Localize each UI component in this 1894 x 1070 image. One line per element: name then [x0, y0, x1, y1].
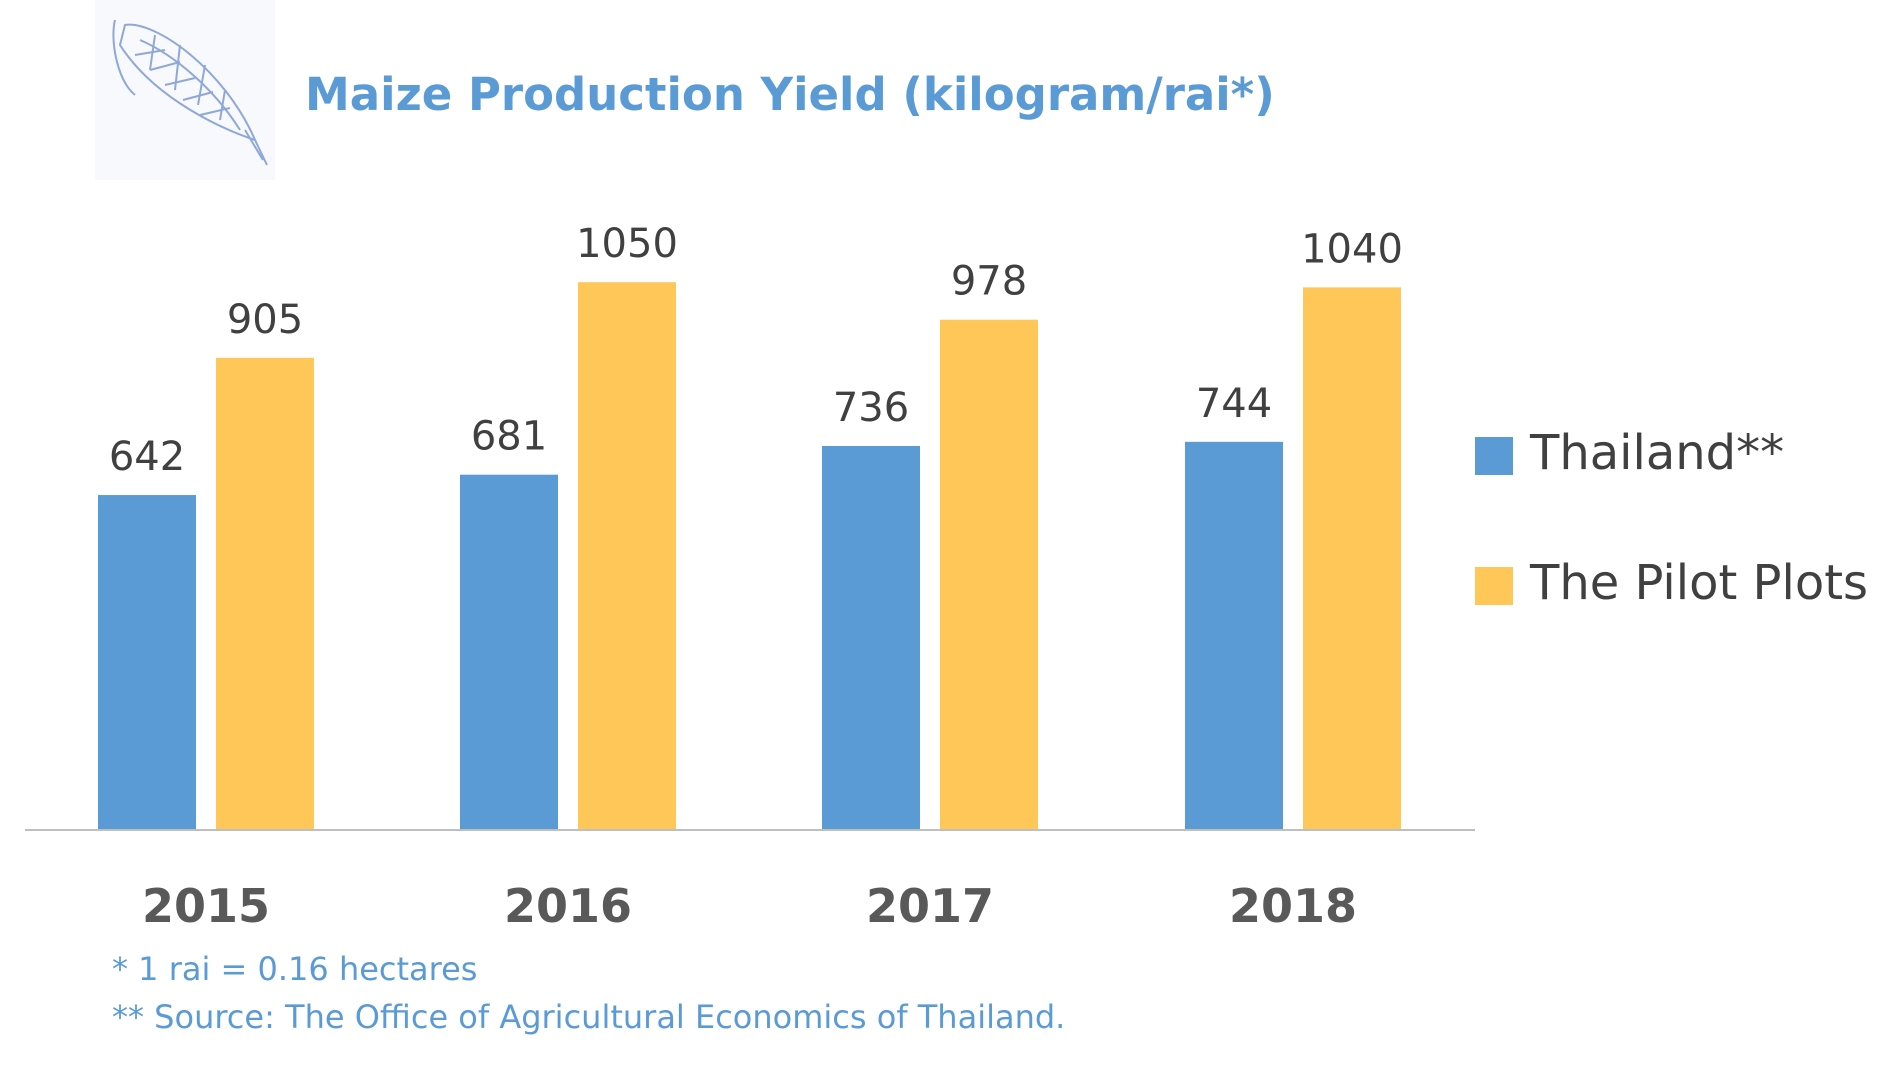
bars-layer: [98, 282, 1401, 830]
bar-thailand-2017: [822, 446, 920, 830]
bar-thailand-2015: [98, 495, 196, 830]
data-label-thailand-2016: 681: [471, 414, 547, 460]
footnote-rai: * 1 rai = 0.16 hectares: [112, 950, 478, 988]
data-label-thailand-2018: 744: [1196, 381, 1272, 427]
data-label-pilot-plots-2017: 978: [951, 259, 1027, 305]
chart-title: Maize Production Yield (kilogram/rai*): [305, 68, 1275, 121]
bar-pilot-plots-2016: [578, 282, 676, 830]
data-label-thailand-2015: 642: [109, 434, 185, 480]
legend-swatch-thailand: [1475, 437, 1513, 475]
legend-label-thailand: Thailand**: [1529, 425, 1784, 481]
category-label-2018: 2018: [1229, 879, 1357, 933]
data-label-pilot-plots-2016: 1050: [576, 221, 678, 267]
labels-layer: 642 905 2015 681 1050 2016 736 978 2017 744 1040 20…: [109, 221, 1403, 933]
bar-pilot-plots-2018: [1303, 287, 1401, 830]
bar-thailand-2018: [1185, 441, 1283, 830]
data-label-thailand-2017: 736: [833, 385, 909, 431]
category-label-2016: 2016: [504, 879, 632, 933]
legend-swatch-pilot-plots: [1475, 567, 1513, 605]
data-label-pilot-plots-2015: 905: [227, 297, 303, 343]
bar-pilot-plots-2017: [940, 319, 1038, 830]
legend-label-pilot-plots: The Pilot Plots: [1529, 555, 1868, 611]
legend: Thailand** The Pilot Plots: [1475, 425, 1868, 611]
bar-thailand-2016: [460, 474, 558, 830]
category-label-2015: 2015: [142, 879, 270, 933]
data-label-pilot-plots-2018: 1040: [1301, 226, 1403, 272]
bar-pilot-plots-2015: [216, 357, 314, 830]
corn-logo: [95, 0, 275, 180]
footnote-source: ** Source: The Office of Agricultural Ec…: [112, 998, 1066, 1036]
category-label-2017: 2017: [866, 879, 994, 933]
corn-cob-icon: [112, 19, 268, 166]
